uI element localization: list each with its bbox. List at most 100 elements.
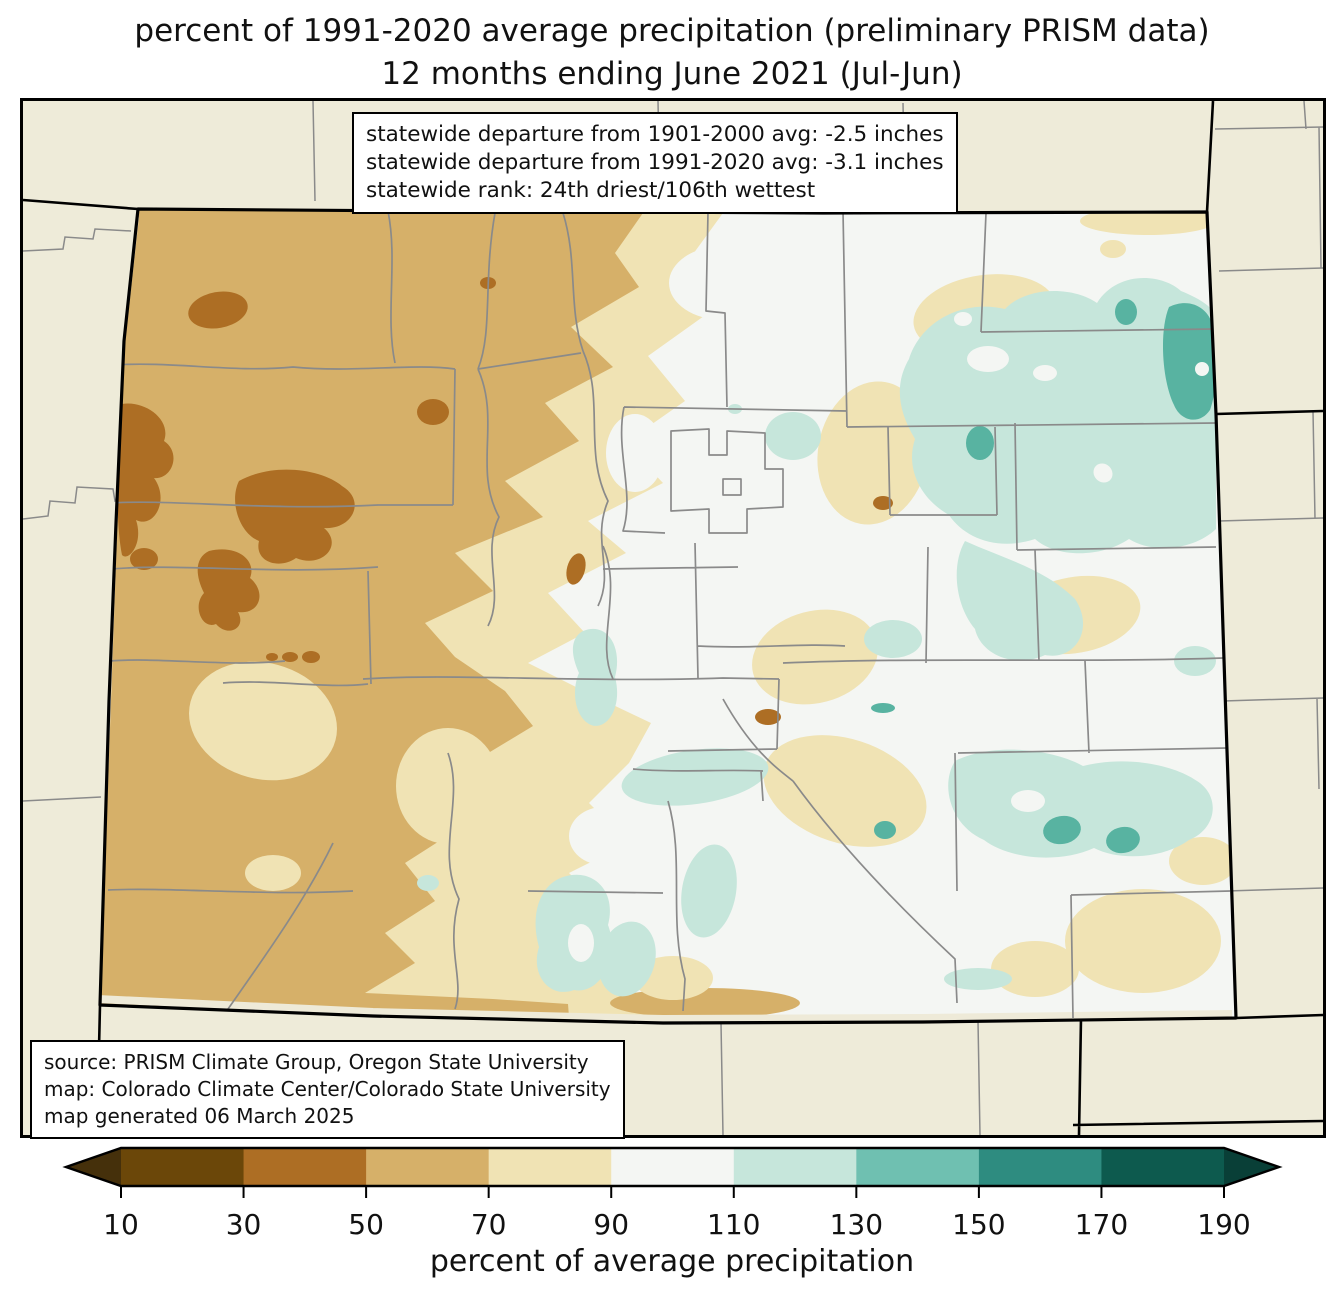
map-frame — [20, 98, 1326, 1138]
county-line — [602, 428, 846, 679]
colorbar-segment — [978, 1148, 1103, 1186]
county-line — [782, 546, 1231, 1019]
colorbar-tick-label: 150 — [952, 1208, 1005, 1241]
colorbar-segment — [121, 1148, 245, 1186]
source-line-2: map: Colorado Climate Center/Colorado St… — [44, 1077, 611, 1101]
cream-patch — [189, 661, 337, 781]
cream-patch — [245, 855, 301, 891]
brown-patch — [266, 653, 278, 661]
teal-patch — [899, 278, 1216, 554]
brown-patch — [130, 548, 158, 570]
brown-patch — [417, 399, 449, 425]
source-line-1: source: PRISM Climate Group, Oregon Stat… — [44, 1050, 589, 1074]
teal-dark-patch — [966, 426, 994, 460]
map-svg — [23, 101, 1323, 1135]
colorbar-segment — [488, 1148, 612, 1186]
colorbar-segment — [611, 1148, 735, 1186]
colorbar-axis-label: percent of average precipitation — [429, 1244, 915, 1279]
white-hole — [1195, 362, 1209, 376]
county-line — [107, 752, 686, 1012]
cream-patch — [817, 381, 929, 525]
white-hole — [639, 559, 721, 653]
cream-patch — [1100, 240, 1126, 258]
white-hole — [568, 924, 594, 962]
county-line — [110, 210, 584, 508]
fill-50-70-south-strip — [610, 988, 800, 1018]
teal-patch — [864, 620, 922, 658]
colorbar-tick-label: 70 — [471, 1208, 507, 1241]
white-hole — [569, 807, 637, 865]
colorbar-segment — [243, 1148, 367, 1186]
cream-patch — [991, 941, 1079, 997]
stats-line-3: statewide rank: 24th driest/106th wettes… — [366, 178, 816, 203]
stats-box: statewide departure from 1901-2000 avg: … — [352, 112, 958, 214]
brown-patch — [235, 469, 355, 564]
colorbar-svg: 10 30 50 70 90 110 130 150 170 190 — [62, 1146, 1283, 1241]
colorbar-tick-label: 130 — [830, 1208, 883, 1241]
colorbar-tick-label: 50 — [348, 1208, 384, 1241]
colorbar-segment — [856, 1148, 980, 1186]
teal-patch — [681, 844, 737, 938]
white-hole — [1033, 365, 1057, 381]
brown-patch — [282, 652, 298, 662]
brown-patch — [302, 651, 320, 663]
teal-dark-patch — [1106, 826, 1140, 854]
source-box: source: PRISM Climate Group, Oregon Stat… — [30, 1040, 625, 1139]
county-line — [887, 422, 1217, 551]
stats-line-2: statewide departure from 1991-2020 avg: … — [366, 150, 944, 175]
cream-patch — [763, 735, 927, 847]
colorbar: 10 30 50 70 90 110 130 150 170 190 — [0, 1142, 1344, 1299]
neighbor-state-lines — [23, 101, 1323, 1135]
teal-patch — [948, 749, 1213, 858]
county-line — [620, 211, 848, 534]
fill-90-110-holes — [568, 246, 1209, 962]
stats-line-1: statewide departure from 1901-2000 avg: … — [366, 122, 944, 147]
colorbar-segment — [733, 1148, 857, 1186]
county-lines — [107, 210, 1231, 1019]
white-hole — [669, 246, 777, 320]
teal-dark-patch — [874, 821, 896, 839]
white-hole — [967, 346, 1009, 372]
brown-patch — [117, 403, 174, 557]
fill-50-70-west — [100, 209, 643, 1017]
colorbar-tick-label: 10 — [103, 1208, 139, 1241]
cream-patch — [1065, 889, 1221, 993]
white-hole — [954, 312, 972, 326]
brown-patch — [873, 496, 893, 510]
white-hole — [1093, 463, 1113, 483]
teal-patch — [572, 628, 618, 726]
white-hole — [1011, 790, 1045, 812]
teal-dark-patch — [1043, 815, 1081, 845]
teal-dark-patch — [871, 703, 895, 713]
cream-patch — [1169, 837, 1236, 885]
county-line — [107, 350, 780, 687]
colorbar-arrow-high — [1224, 1148, 1279, 1186]
teal-patch — [621, 748, 769, 806]
fill-130-150-patches — [871, 299, 1217, 854]
teal-patch — [598, 921, 656, 997]
colorbar-tick-label: 30 — [226, 1208, 262, 1241]
colorbar-tick-label: 90 — [593, 1208, 629, 1241]
colorbar-tick-label: 110 — [707, 1208, 760, 1241]
fill-30-50-patches — [117, 277, 893, 1007]
white-hole — [606, 414, 664, 492]
teal-dark-patch — [1115, 299, 1137, 325]
source-line-3: map generated 06 March 2025 — [44, 1104, 355, 1128]
county-line — [842, 210, 1217, 428]
title-line-2: 12 months ending June 2021 (Jul-Jun) — [381, 56, 963, 92]
colorbar-arrow-low — [66, 1148, 121, 1186]
brown-patch — [188, 291, 248, 329]
teal-patch — [1174, 646, 1216, 676]
state-fill-layers — [100, 209, 1236, 1023]
brown-patch — [755, 709, 781, 725]
teal-dark-patch — [1162, 303, 1217, 420]
title-line-1: percent of 1991-2020 average precipitati… — [134, 13, 1210, 49]
cream-patch — [396, 728, 500, 844]
teal-patch — [956, 541, 1084, 661]
teal-patch — [944, 968, 1012, 990]
brown-patch — [566, 553, 586, 585]
fill-110-130-patches — [417, 278, 1216, 997]
colorbar-segment — [1101, 1148, 1225, 1186]
teal-patch — [417, 875, 439, 891]
teal-patch — [765, 412, 821, 460]
